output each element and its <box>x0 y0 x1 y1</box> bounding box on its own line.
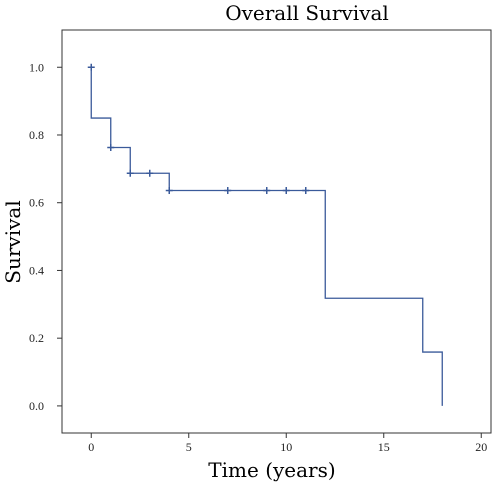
y-axis-title: Survival <box>1 200 25 283</box>
y-tick-label: 0.6 <box>29 196 44 210</box>
censor-mark <box>165 187 173 195</box>
x-tick-label: 10 <box>280 440 292 454</box>
y-tick-label: 0.0 <box>29 399 44 413</box>
y-axis: 0.0 0.2 0.4 0.6 0.8 1.0 <box>29 60 62 413</box>
censor-mark <box>302 187 310 195</box>
plot-frame <box>61 29 492 434</box>
y-tick-label: 1.0 <box>29 60 44 74</box>
censor-mark <box>87 63 95 71</box>
y-tick-label: 0.4 <box>29 263 44 277</box>
censor-mark <box>224 187 232 195</box>
chart-title: Overall Survival <box>225 1 389 25</box>
x-axis: 0 5 10 15 20 <box>88 433 487 454</box>
survival-series <box>87 63 443 406</box>
x-tick-label: 15 <box>378 440 390 454</box>
censor-mark <box>126 169 134 177</box>
censor-mark <box>146 169 154 177</box>
y-tick-label: 0.8 <box>29 128 44 142</box>
survival-step-line <box>90 67 443 406</box>
y-tick-label: 0.2 <box>29 331 44 345</box>
censor-mark <box>107 144 115 152</box>
censor-mark <box>263 187 271 195</box>
x-axis-title: Time (years) <box>208 458 335 482</box>
x-tick-label: 20 <box>475 440 487 454</box>
x-tick-label: 5 <box>186 440 192 454</box>
x-tick-label: 0 <box>88 440 94 454</box>
censor-mark <box>282 187 290 195</box>
